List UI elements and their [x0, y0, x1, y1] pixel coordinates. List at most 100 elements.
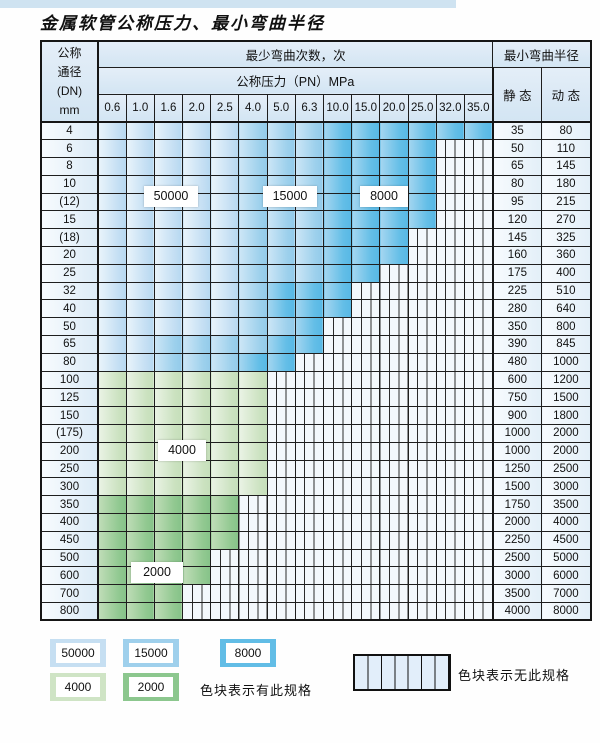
spec-cell — [379, 495, 409, 515]
spec-cell — [407, 424, 437, 443]
spec-cell — [266, 228, 296, 248]
spec-cell — [463, 299, 494, 319]
spec-cell — [125, 424, 155, 443]
spec-cell — [266, 263, 296, 283]
spec-cell — [153, 370, 184, 390]
spec-cell — [97, 299, 127, 319]
table-row: 250 1250 2500 — [40, 459, 592, 479]
spec-cell — [97, 441, 127, 461]
spec-cell — [182, 495, 212, 515]
spec-cell — [210, 121, 240, 141]
dn-cell: 6 — [40, 139, 99, 159]
spec-cell — [351, 317, 381, 337]
spec-cell — [210, 352, 240, 372]
spec-cell — [266, 566, 296, 586]
spec-cell — [407, 370, 437, 390]
dynamic-radius-cell: 3500 — [541, 495, 592, 515]
spec-cell — [182, 352, 212, 372]
spec-cell — [407, 299, 437, 319]
table-row: 15 120 270 — [40, 210, 592, 230]
spec-cell — [294, 441, 325, 461]
table-body: 4 35 80 6 50 110 8 65 145 10 80 180 (12) 95 215 15 120 27… — [40, 121, 592, 621]
legend-has-spec-note: 色块表示有此规格 — [200, 683, 313, 698]
spec-cell — [463, 352, 494, 372]
dn-cell: 40 — [40, 299, 99, 319]
spec-cell — [322, 459, 353, 479]
pressure-tick: 15.0 — [351, 93, 381, 123]
dn-cell: 25 — [40, 263, 99, 283]
static-radius-cell: 350 — [491, 317, 543, 337]
table-row: 450 2250 4500 — [40, 530, 592, 550]
table-row: 600 3000 6000 — [40, 566, 592, 586]
legend-swatch-label: 2000 — [129, 677, 173, 697]
static-radius-cell: 95 — [491, 192, 543, 212]
spec-cell — [407, 281, 437, 301]
dynamic-radius-cell: 325 — [541, 228, 592, 248]
spec-cell — [125, 388, 155, 408]
table-row: 50 350 800 — [40, 317, 592, 337]
spec-cell — [238, 121, 268, 141]
spec-cell — [182, 139, 212, 159]
spec-cell — [294, 566, 325, 586]
spec-cell — [294, 317, 325, 337]
spec-cell — [322, 299, 353, 319]
spec-cell — [435, 513, 465, 532]
dn-header-line: 公称 — [57, 45, 82, 60]
spec-cell — [294, 210, 325, 230]
spec-cell — [351, 210, 381, 230]
spec-cell — [294, 352, 325, 372]
spec-cell — [182, 157, 212, 176]
pressure-tick: 32.0 — [435, 93, 465, 123]
dynamic-radius-cell: 80 — [541, 121, 592, 141]
spec-cell — [351, 459, 381, 479]
spec-cell — [238, 477, 268, 497]
spec-cell — [97, 246, 127, 265]
label-50000: 50000 — [144, 186, 198, 207]
spec-cell — [435, 174, 465, 194]
spec-cell — [322, 139, 353, 159]
spec-cell — [153, 263, 184, 283]
spec-cell — [210, 335, 240, 354]
spec-cell — [97, 424, 127, 443]
spec-cell — [351, 281, 381, 301]
spec-cell — [379, 121, 409, 141]
spec-cell — [379, 584, 409, 604]
spec-cell — [351, 406, 381, 426]
spec-cell — [435, 210, 465, 230]
spec-cell — [97, 566, 127, 586]
legend-swatch-2000: 2000 — [123, 673, 179, 701]
spec-cell — [379, 530, 409, 550]
spec-cell — [351, 246, 381, 265]
spec-cell — [266, 495, 296, 515]
spec-cell — [435, 246, 465, 265]
spec-cell — [182, 228, 212, 248]
spec-cell — [97, 406, 127, 426]
pressure-tick: 6.3 — [294, 93, 325, 123]
spec-cell — [210, 602, 240, 621]
spec-cell — [322, 406, 353, 426]
spec-cell — [97, 174, 127, 194]
spec-cell — [266, 584, 296, 604]
spec-cell — [435, 352, 465, 372]
spec-cell — [294, 157, 325, 176]
spec-cell — [463, 317, 494, 337]
spec-cell — [407, 477, 437, 497]
dn-cell: 300 — [40, 477, 99, 497]
spec-cell — [238, 406, 268, 426]
spec-cell — [463, 530, 494, 550]
spec-cell — [266, 157, 296, 176]
dn-cell: 4 — [40, 121, 99, 141]
spec-cell — [238, 530, 268, 550]
spec-cell — [210, 299, 240, 319]
static-radius-cell: 480 — [491, 352, 543, 372]
spec-cell — [153, 317, 184, 337]
dynamic-radius-cell: 8000 — [541, 602, 592, 621]
spec-cell — [435, 192, 465, 212]
dn-cell: 10 — [40, 174, 99, 194]
spec-cell — [379, 406, 409, 426]
spec-cell — [238, 317, 268, 337]
table-row: 800 4000 8000 — [40, 602, 592, 621]
spec-cell — [463, 246, 494, 265]
dynamic-radius-cell: 7000 — [541, 584, 592, 604]
spec-cell — [322, 530, 353, 550]
